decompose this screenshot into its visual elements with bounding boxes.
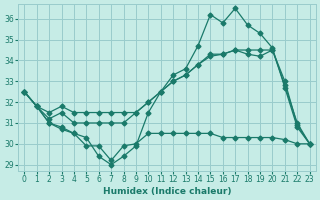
X-axis label: Humidex (Indice chaleur): Humidex (Indice chaleur) xyxy=(103,187,231,196)
